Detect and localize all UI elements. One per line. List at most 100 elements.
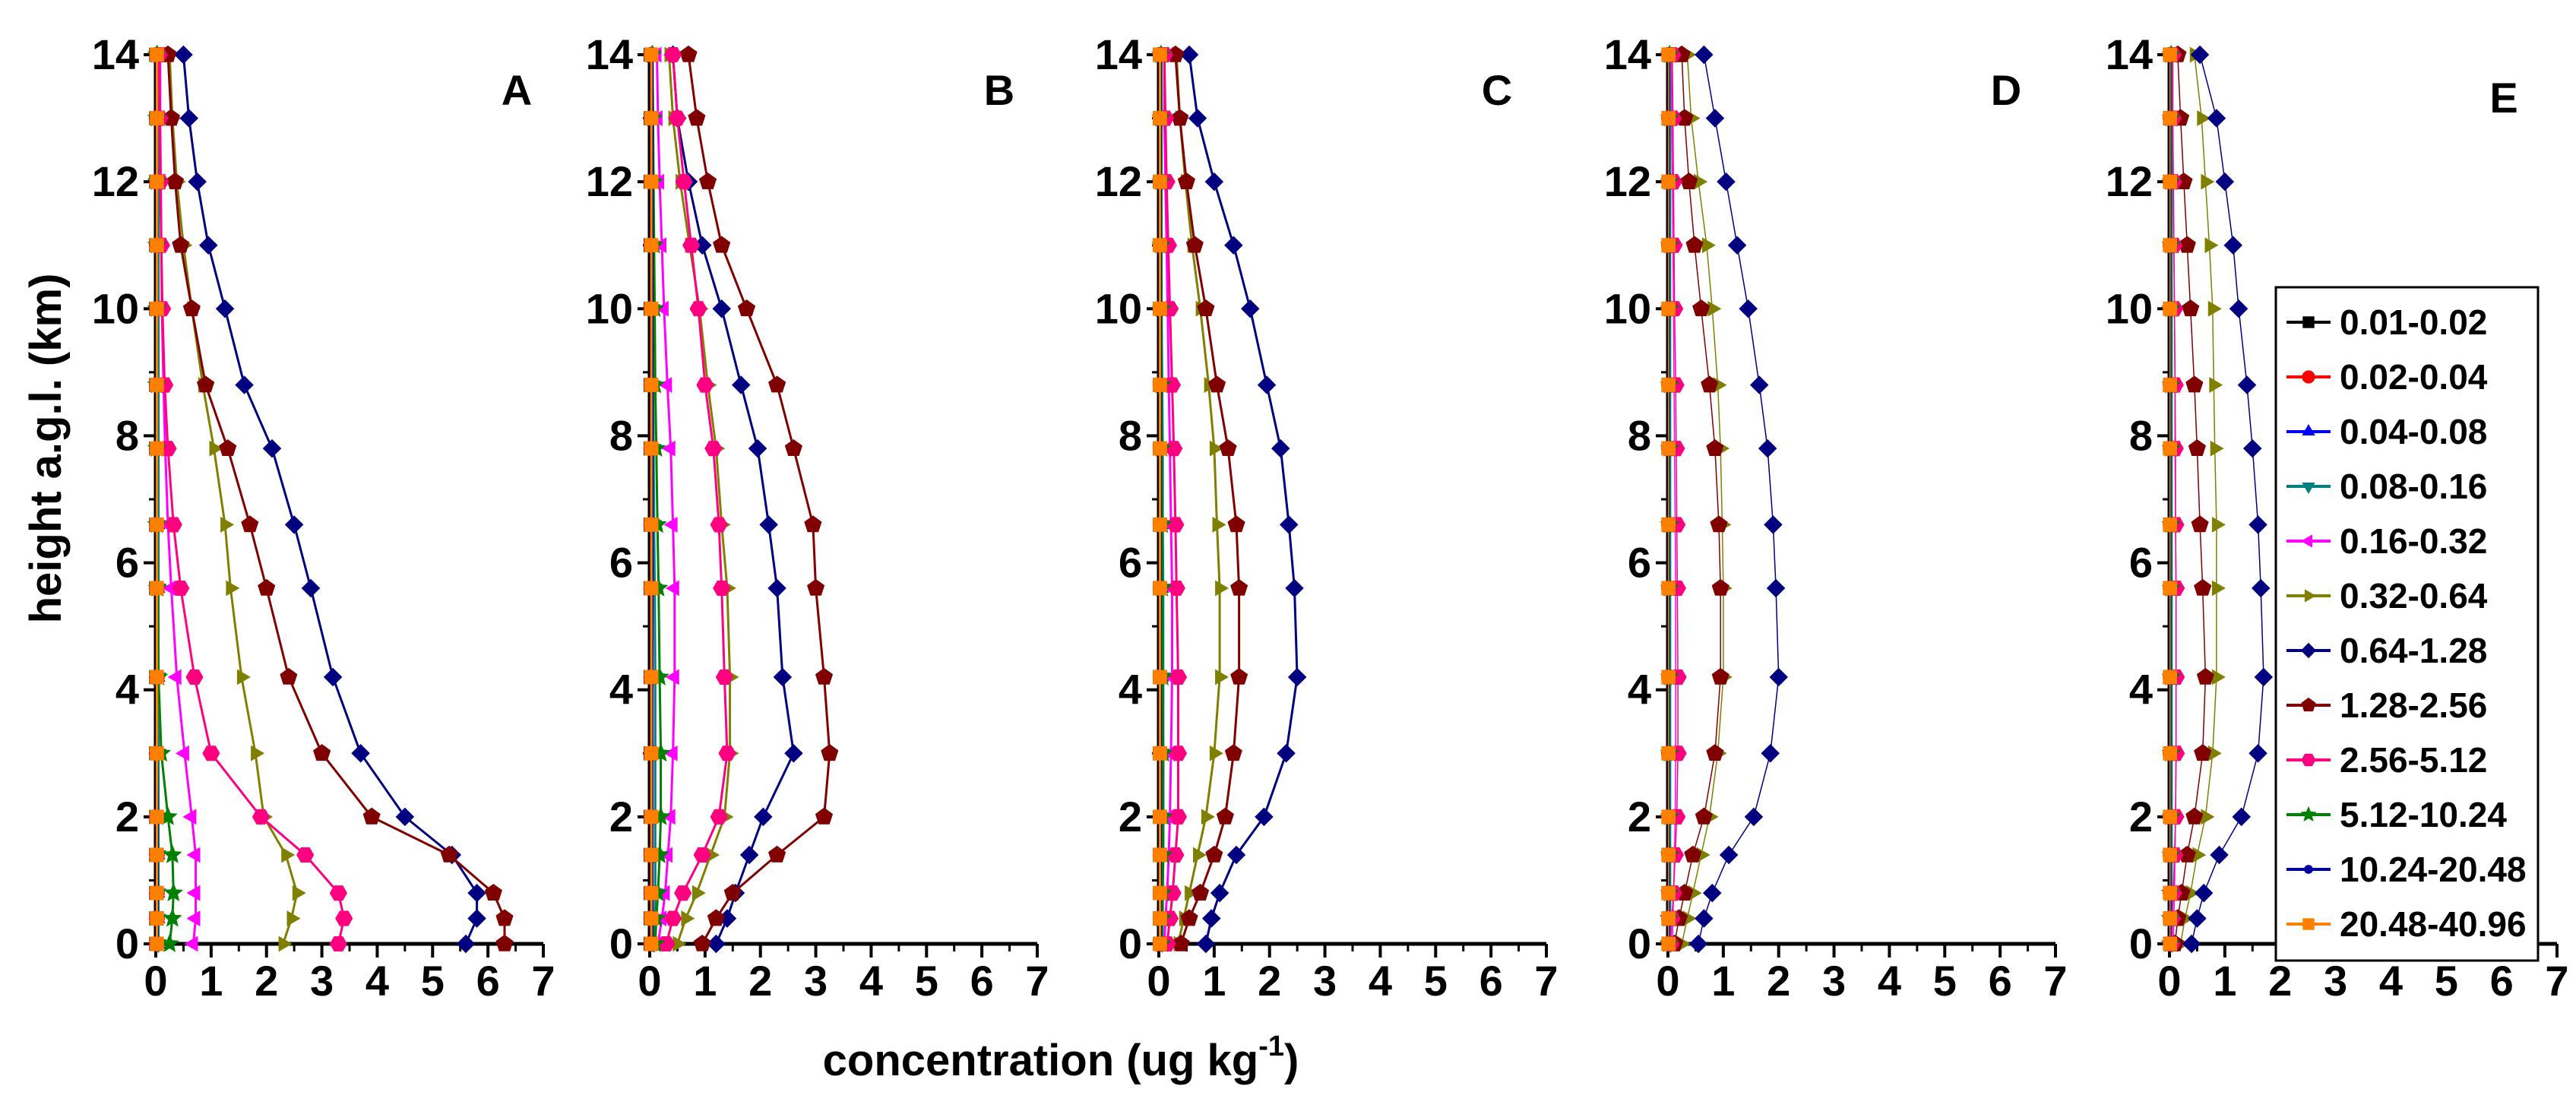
data-point [150,581,164,596]
data-point [665,669,679,685]
x-tick-label: 1 [1711,957,1735,1005]
data-point [1695,807,1713,825]
data-point [2237,375,2257,394]
data-point [674,885,692,901]
y-tick-label: 10 [2106,284,2153,332]
data-point [215,299,235,318]
legend-item: 2.56-5.12 [2286,740,2487,780]
legend-marker [2301,534,2312,548]
data-point [1153,378,1167,392]
data-point [1702,237,1717,254]
data-point [1215,669,1229,685]
data-point [773,667,793,687]
data-point [1684,845,1702,863]
y-tick-label: 12 [1095,157,1142,205]
x-tick-label: 2 [255,957,278,1005]
data-point [1661,238,1676,253]
data-point [2204,237,2219,254]
series-line [1188,54,1299,945]
y-tick-label: 14 [1095,30,1142,78]
data-point [1279,515,1299,534]
data-point [1661,936,1676,951]
data-point [784,743,803,763]
data-point [1216,807,1234,825]
series-line [1163,54,1179,945]
data-point [284,515,304,534]
data-point [150,111,164,125]
x-tick-label: 6 [970,957,994,1005]
legend-item: 1.28-2.56 [2286,685,2487,725]
series-0.64-1.28 [1179,45,1307,954]
data-point [644,847,659,863]
x-tick-label: 1 [2213,957,2236,1005]
legend-marker [2300,806,2317,822]
series-line [1163,55,1173,945]
data-point [693,847,711,863]
series-line [157,54,346,945]
y-tick-label: 14 [92,30,139,78]
data-point [2163,174,2178,189]
data-point [1215,580,1229,597]
data-point [1153,746,1167,761]
y-tick-label: 0 [1119,920,1142,967]
y-tick-label: 0 [116,920,139,967]
data-point [2232,807,2252,827]
data-point [2188,909,2207,928]
data-point [2194,578,2212,596]
data-point [1661,378,1676,392]
data-point [150,47,164,62]
legend-label: 0.32-0.64 [2340,576,2488,616]
data-point [1661,746,1676,761]
y-tick-label: 4 [2129,666,2153,714]
data-point [644,301,659,316]
data-point [644,809,659,825]
data-point [1153,111,1167,125]
data-point [2196,667,2214,685]
data-point [644,111,659,125]
data-point [1688,934,1708,954]
data-point [1769,667,1789,687]
legend-item: 0.08-0.16 [2286,467,2487,506]
x-tick-label: 5 [421,957,445,1005]
data-point [2163,441,2178,456]
data-point [150,885,164,901]
legend-item: 5.12-10.24 [2286,795,2507,834]
data-point [174,45,193,65]
legend-label: 5.12-10.24 [2340,795,2507,834]
data-point [675,174,693,190]
data-point [1661,911,1676,926]
y-tick-label: 4 [116,666,139,714]
data-point [1661,301,1676,316]
y-tick-label: 12 [1604,157,1651,205]
data-point [2190,45,2210,65]
data-point [236,669,251,685]
data-point [495,909,514,926]
data-point [1169,746,1188,761]
y-tick-label: 6 [116,539,139,587]
data-point [710,517,728,533]
data-point [1744,807,1764,827]
data-point [2242,438,2262,458]
data-point [2229,299,2248,318]
data-point [768,845,786,863]
data-point [644,911,659,926]
data-point [1685,236,1704,253]
data-point [682,237,701,253]
data-point [323,667,343,687]
legend-item: 0.01-0.02 [2286,302,2487,342]
data-point [1661,441,1676,456]
data-point [150,809,164,825]
data-point [644,47,659,62]
data-point [329,885,347,901]
data-point [235,375,254,394]
data-point [1219,438,1237,456]
data-point [2163,111,2178,125]
data-point [329,936,347,951]
data-point [2191,515,2209,533]
data-point [663,517,678,533]
series-line [651,54,663,945]
data-point [2163,301,2178,316]
data-point [1287,667,1307,687]
